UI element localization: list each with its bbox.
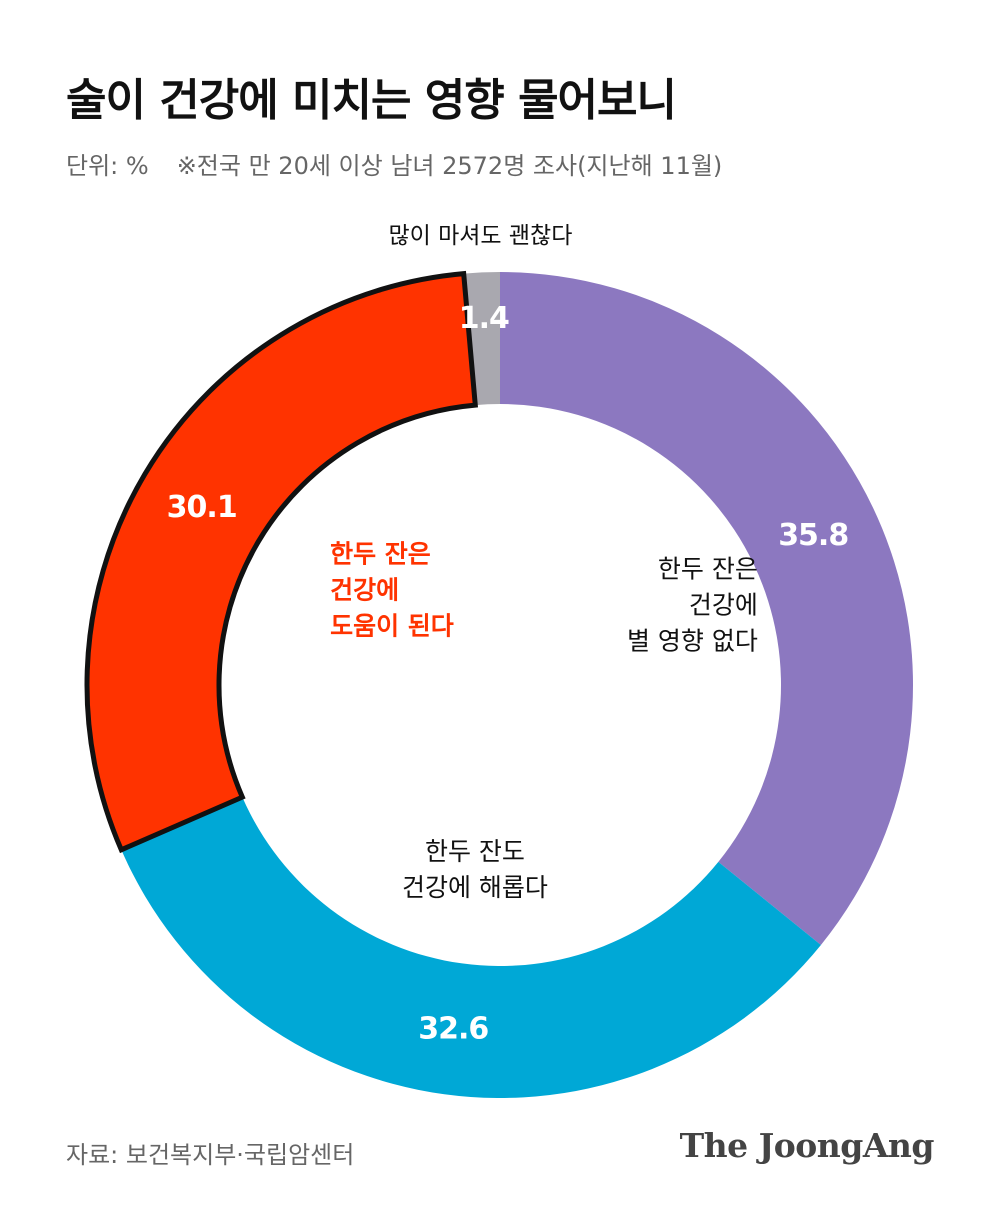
brand-logo: The JoongAng: [679, 1126, 935, 1165]
slice-group: [84, 270, 914, 1098]
chart-title: 술이 건강에 미치는 영향 물어보니: [66, 75, 677, 126]
unit-note: 단위: %: [66, 152, 149, 180]
category-label-3: 많이 마셔도 괜찮다: [388, 223, 572, 249]
value-label-1: 32.6: [418, 1011, 488, 1046]
category-label-1: 한두 잔도: [425, 837, 525, 866]
survey-note: ※전국 만 20세 이상 남녀 2572명 조사(지난해 11월): [176, 152, 723, 180]
slice-0: [500, 272, 914, 945]
category-label-0: 한두 잔은: [658, 554, 758, 583]
value-label-2: 30.1: [167, 490, 237, 525]
category-label-1: 건강에 해롭다: [402, 873, 548, 902]
slice-1: [121, 797, 821, 1098]
category-label-0: 건강에: [689, 590, 758, 619]
category-label-2: 도움이 된다: [330, 611, 454, 640]
value-label-3: 1.4: [459, 301, 509, 336]
category-label-2: 한두 잔은: [330, 539, 431, 568]
value-label-0: 35.8: [778, 518, 848, 553]
category-label-2: 건강에: [330, 575, 399, 604]
chart-subtitle: 단위: % ※전국 만 20세 이상 남녀 2572명 조사(지난해 11월): [66, 146, 722, 181]
source-note: 자료: 보건복지부·국립암센터: [66, 1141, 355, 1169]
category-label-0: 별 영향 없다: [627, 626, 758, 655]
slice-2: [84, 270, 478, 854]
